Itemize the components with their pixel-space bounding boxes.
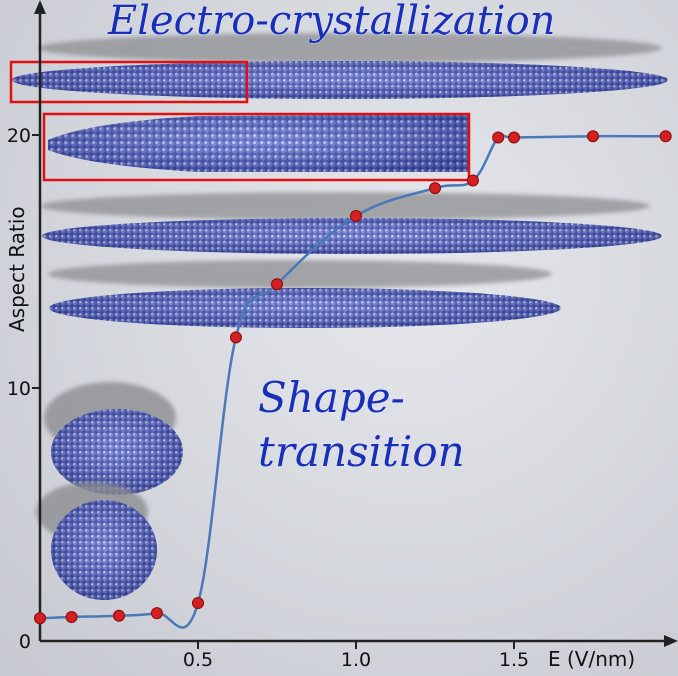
- data-point: [587, 130, 599, 143]
- data-point: [34, 612, 46, 625]
- series-layer: [34, 130, 672, 629]
- x-tick-label: 0.5: [183, 649, 213, 671]
- y-axis-arrow: [34, 0, 46, 14]
- x-tick-label: 1.5: [499, 649, 529, 671]
- annotation-electro-crystallization: Electro-crystallization: [107, 0, 555, 44]
- annotation-shape: Shape-: [258, 373, 405, 422]
- x-axis-arrow: [664, 635, 678, 647]
- annotation-transition: transition: [258, 427, 465, 476]
- data-point: [508, 131, 520, 144]
- data-point: [659, 130, 672, 143]
- y-tick-label: 20: [7, 125, 31, 147]
- axes: [34, 0, 678, 647]
- y-tick-label: 0: [19, 631, 31, 653]
- ticks: 0.5 1.0 1.5 0 10 20: [7, 125, 529, 671]
- data-point: [492, 131, 505, 144]
- nanostructure-images: [9, 33, 668, 600]
- data-point: [65, 610, 78, 623]
- data-point: [192, 597, 204, 610]
- zoom-source-box: [9, 60, 249, 104]
- data-point: [466, 174, 479, 187]
- data-point: [350, 209, 362, 222]
- x-axis-title: E (V/nm): [548, 647, 635, 671]
- x-tick-label: 1.0: [341, 649, 371, 671]
- data-point: [271, 278, 283, 291]
- data-point: [150, 607, 163, 620]
- data-point: [113, 609, 125, 622]
- data-point: [229, 331, 242, 344]
- data-point: [429, 182, 441, 195]
- y-axis-title: Aspect Ratio: [5, 206, 29, 332]
- y-tick-label: 10: [7, 378, 31, 400]
- zoom-inset-box: [42, 112, 471, 182]
